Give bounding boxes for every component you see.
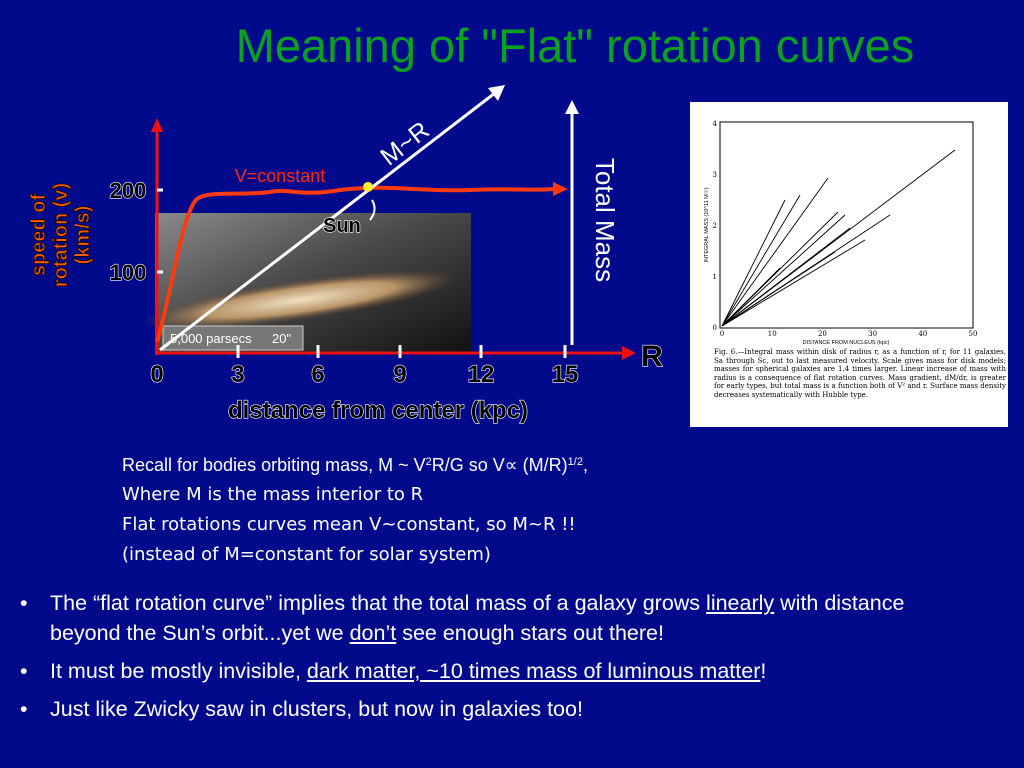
y-axis-label: speed of (28, 194, 50, 277)
inset-x-tick: 30 (868, 330, 877, 338)
mass-line (159, 91, 496, 352)
bullet-dot: • (20, 659, 28, 683)
inset-frame (719, 121, 974, 329)
recall-line: Flat rotations curves mean V~constant, s… (122, 510, 588, 540)
curve-label: V=constant (235, 166, 326, 186)
inset-y-tick: 1 (713, 273, 717, 281)
text-run: , (582, 455, 588, 475)
inset-caption: Fig. 6.—Integral mass within disk of rad… (714, 348, 1006, 399)
inset-y-tick: 3 (713, 171, 717, 179)
superscript: 2 (425, 456, 432, 468)
y-tick-label: 200 (110, 178, 147, 203)
arrowhead (553, 182, 568, 196)
text-run: ! (760, 659, 767, 683)
inset-x-tick: 10 (768, 330, 777, 338)
text-run: Just like Zwicky saw in clusters, but no… (50, 697, 583, 721)
text-run: Flat rotations curves mean V~constant, s… (122, 514, 576, 535)
inset-y-tick: 0 (713, 324, 717, 332)
bullet-dot: • (20, 697, 28, 721)
slide-title: Meaning of "Flat" rotation curves (235, 19, 915, 72)
bullet-item: • It must be mostly invisible, dark matte… (20, 656, 940, 686)
inset-x-tick: 0 (720, 330, 724, 338)
recall-line: (instead of M=constant for solar system) (122, 540, 588, 570)
x-tick-label: 9 (393, 361, 406, 388)
inset-caption-box: Fig. 6.—Integral mass within disk of rad… (714, 348, 1006, 399)
bullet-dot: • (20, 591, 28, 615)
bullet-item: • The “flat rotation curve” implies that … (20, 588, 940, 648)
text-run: with distance beyond the Sun’s orbit...y… (50, 591, 905, 645)
bullet-item: • Just like Zwicky saw in clusters, but n… (20, 694, 940, 724)
recall-text: Recall for bodies orbiting mass, M ~ V2R… (122, 450, 588, 570)
text-run: Where M is the mass interior to R (122, 484, 424, 505)
inset-x-tick: 20 (818, 330, 827, 338)
underlined-text: dark matter, ~10 times mass of luminous … (306, 659, 761, 683)
arrowhead (151, 118, 163, 132)
inset-x-tick: 40 (918, 330, 927, 338)
inset-y-label: INTEGRAL MASS (10^11 M☉) (703, 187, 710, 262)
inset-x-tick: 50 (969, 330, 978, 338)
rotation-curve (155, 185, 556, 343)
text-run: The “flat rotation curve” implies that t… (50, 591, 707, 615)
text-run: R/G so V∝ (M/R) (431, 455, 568, 475)
sun-label: Sun (323, 215, 361, 237)
underlined-text: don’t (349, 621, 397, 645)
inset-figure (690, 102, 1008, 427)
x-tick-label: 0 (150, 361, 163, 388)
x-tick-label: 15 (552, 361, 579, 388)
text-run: (instead of M=constant for solar system) (122, 544, 491, 565)
recall-line: Where M is the mass interior to R (122, 480, 588, 510)
text-run: Recall for bodies orbiting mass, M ~ V (122, 455, 426, 475)
bullet-list: • The “flat rotation curve” implies that … (20, 588, 940, 732)
x-axis-label: distance from center (kpc) (228, 397, 528, 424)
inset-curves (721, 149, 956, 327)
sun-marker (363, 182, 373, 192)
x-tick-label: 3 (231, 361, 244, 388)
superscript: 1/2 (567, 456, 583, 468)
inset-y-tick: 4 (713, 120, 718, 128)
sun-pointer (369, 199, 376, 221)
total-mass-label: Total Mass (590, 158, 620, 282)
y-axis-label: rotation (v) (50, 183, 72, 287)
inset-y-tick: 2 (713, 222, 717, 230)
y-axis-label: (km/s) (72, 206, 94, 265)
x-end-label: R (641, 340, 663, 373)
text-run: see enough stars out there! (396, 621, 664, 645)
recall-line: Recall for bodies orbiting mass, M ~ V2R… (122, 450, 588, 480)
galaxy-disk (141, 270, 459, 330)
x-tick-label: 12 (468, 361, 495, 388)
underlined-text: linearly (706, 591, 775, 615)
arrowhead (622, 346, 636, 360)
text-run: It must be mostly invisible, (50, 659, 307, 683)
inset-x-label: DISTANCE FROM NUCLEUS (kpc) (803, 340, 890, 346)
x-tick-label: 6 (311, 361, 324, 388)
y-tick-label: 100 (110, 260, 147, 285)
scale-bar-text: 5,000 parsecs (170, 331, 252, 346)
arrowhead (488, 85, 505, 101)
scale-bar (162, 325, 304, 351)
arrowhead (565, 100, 579, 114)
scale-bar-text: 20" (272, 331, 291, 346)
